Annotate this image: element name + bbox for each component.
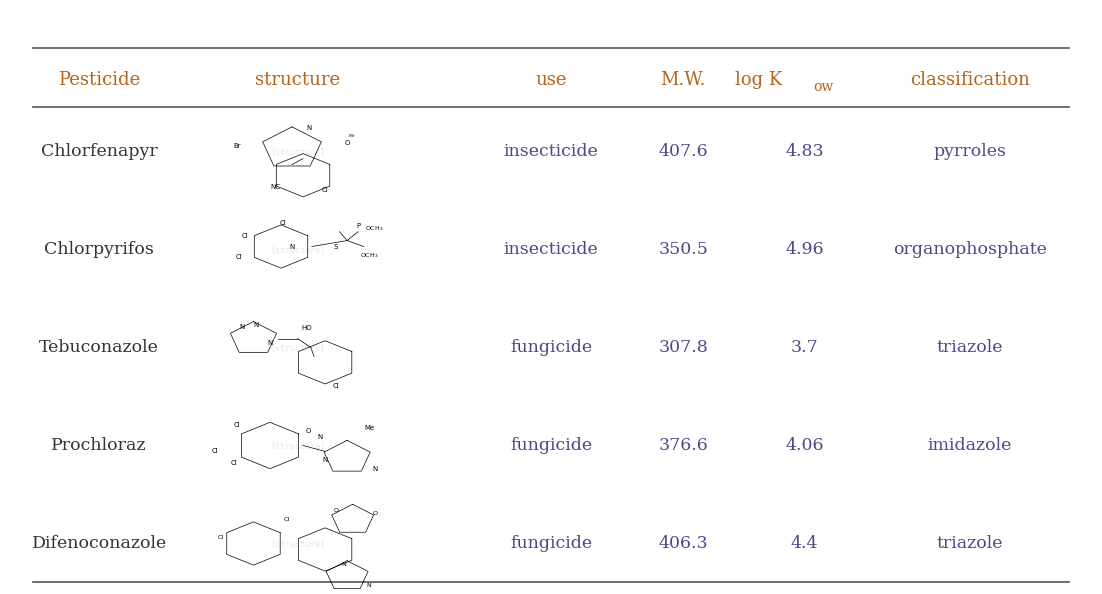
- Text: 407.6: 407.6: [658, 143, 709, 160]
- Text: 376.6: 376.6: [658, 437, 709, 454]
- Text: log K: log K: [735, 71, 782, 89]
- Text: N: N: [367, 583, 371, 587]
- Text: OCH$_3$: OCH$_3$: [366, 225, 383, 233]
- Text: imidazole: imidazole: [928, 437, 1012, 454]
- Text: fungicide: fungicide: [510, 535, 592, 552]
- Text: Me: Me: [364, 425, 375, 431]
- Text: Cl: Cl: [234, 422, 240, 428]
- Text: N: N: [253, 322, 258, 328]
- Text: 4.4: 4.4: [791, 535, 818, 552]
- Text: Tebuconazole: Tebuconazole: [40, 339, 159, 356]
- Text: [structure]: [structure]: [270, 343, 325, 352]
- Text: 406.3: 406.3: [658, 535, 709, 552]
- Text: N: N: [323, 457, 327, 463]
- Text: 4.96: 4.96: [785, 241, 824, 258]
- Text: HO: HO: [301, 326, 312, 331]
- Text: [structure]: [structure]: [270, 539, 325, 548]
- Text: Cl: Cl: [322, 187, 328, 193]
- Text: N: N: [372, 466, 377, 472]
- Text: fungicide: fungicide: [510, 437, 592, 454]
- Text: Chlorfenapyr: Chlorfenapyr: [41, 143, 158, 160]
- Text: triazole: triazole: [937, 339, 1003, 356]
- Text: N: N: [342, 562, 346, 567]
- Text: classification: classification: [910, 71, 1029, 89]
- Text: Cl: Cl: [333, 383, 339, 389]
- Text: Br: Br: [234, 143, 240, 148]
- Text: [structure]: [structure]: [270, 245, 325, 254]
- Text: 3.7: 3.7: [790, 339, 819, 356]
- Text: Cl: Cl: [241, 233, 248, 239]
- Text: Cl: Cl: [236, 254, 242, 260]
- Text: use: use: [536, 71, 566, 89]
- Text: structure: structure: [255, 71, 341, 89]
- Text: Cl: Cl: [217, 535, 224, 540]
- Text: insecticide: insecticide: [504, 143, 598, 160]
- Text: Cl: Cl: [283, 517, 290, 522]
- Text: 307.8: 307.8: [658, 339, 709, 356]
- Text: O: O: [372, 511, 377, 516]
- Text: P: P: [356, 223, 360, 229]
- Text: N: N: [306, 125, 311, 131]
- Text: S: S: [334, 244, 338, 249]
- Text: O: O: [345, 140, 349, 146]
- Text: NC: NC: [270, 184, 281, 190]
- Text: ow: ow: [813, 80, 833, 94]
- Text: N: N: [268, 340, 272, 346]
- Text: Prochloraz: Prochloraz: [52, 437, 147, 454]
- Text: OCH$_3$: OCH$_3$: [360, 251, 378, 260]
- Text: Pesticide: Pesticide: [58, 71, 140, 89]
- Text: N: N: [317, 434, 322, 440]
- Text: insecticide: insecticide: [504, 241, 598, 258]
- Text: Cl: Cl: [212, 448, 218, 454]
- Text: triazole: triazole: [937, 535, 1003, 552]
- Text: N: N: [240, 324, 245, 330]
- Text: fungicide: fungicide: [510, 339, 592, 356]
- Text: Cl: Cl: [280, 220, 287, 226]
- Text: N: N: [290, 244, 294, 249]
- Text: $^{Me}$: $^{Me}$: [348, 134, 357, 139]
- Text: 4.83: 4.83: [785, 143, 824, 160]
- Text: O: O: [306, 428, 311, 434]
- Text: Chlorpyrifos: Chlorpyrifos: [44, 241, 154, 258]
- Text: 350.5: 350.5: [658, 241, 709, 258]
- Text: Cl: Cl: [230, 460, 237, 466]
- Text: 4.06: 4.06: [786, 437, 823, 454]
- Text: pyrroles: pyrroles: [933, 143, 1006, 160]
- Text: [structure]: [structure]: [270, 441, 325, 450]
- Text: Difenoconazole: Difenoconazole: [32, 535, 166, 552]
- Text: [structure]: [structure]: [270, 147, 325, 156]
- Text: organophosphate: organophosphate: [893, 241, 1047, 258]
- Text: M.W.: M.W.: [660, 71, 706, 89]
- Text: O: O: [334, 508, 338, 513]
